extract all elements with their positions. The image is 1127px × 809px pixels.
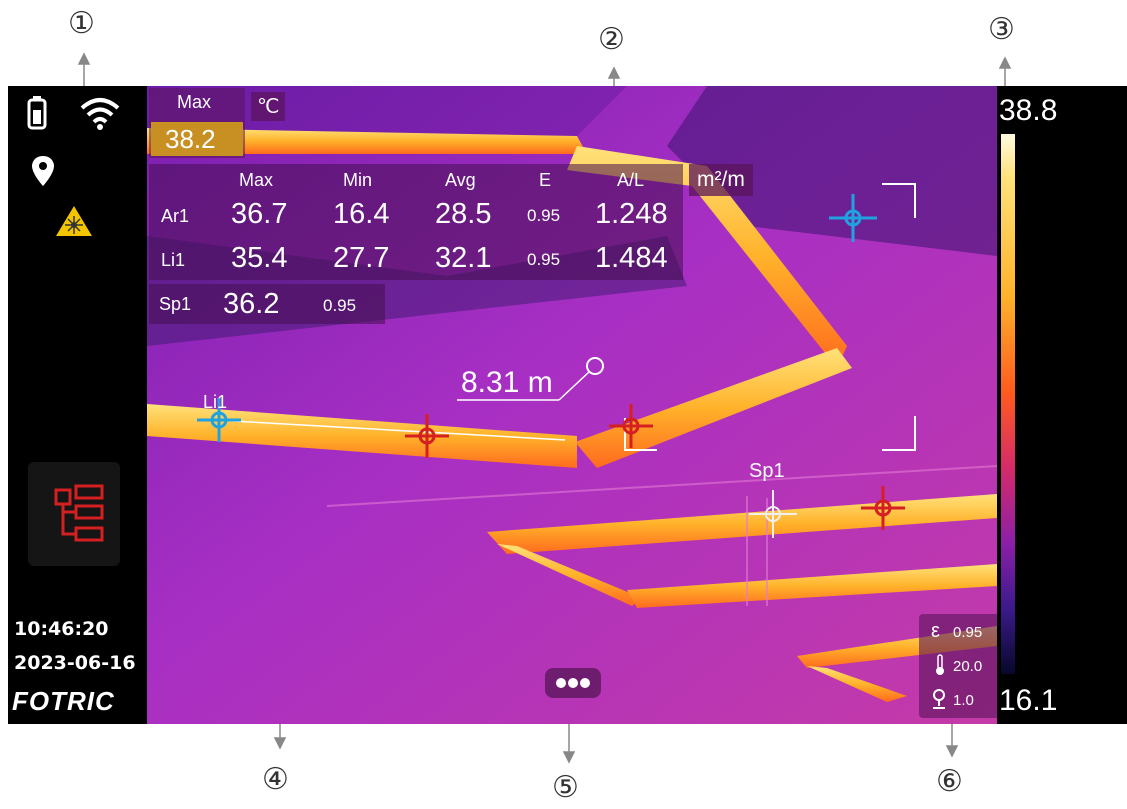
clock-date: 2023-06-16 <box>14 652 136 674</box>
scale-min-value: 16.1 <box>999 684 1058 717</box>
header-min: Min <box>343 170 373 190</box>
row-max: 35.4 <box>231 242 288 274</box>
callout-2: ② <box>598 22 625 57</box>
header-avg: Avg <box>445 170 476 190</box>
max-readout-value: 38.2 <box>151 122 243 156</box>
distance-value: 1.0 <box>953 692 974 709</box>
params-panel[interactable]: ε 0.95 20.0 1.0 <box>919 614 997 718</box>
measurement-table-panel <box>149 164 683 280</box>
spot-marker-sp1[interactable] <box>749 490 797 538</box>
cold-marker-area <box>829 194 877 242</box>
more-dots-icon <box>556 678 590 688</box>
palette-gradient <box>1001 134 1015 674</box>
spot-name: Sp1 <box>159 294 192 314</box>
location-icon <box>32 156 54 186</box>
row-al: 1.484 <box>595 242 668 274</box>
temp-unit-label: ℃ <box>251 92 286 121</box>
row-max: 36.7 <box>231 198 288 230</box>
measurement-tree-icon <box>54 484 104 542</box>
row-avg: 32.1 <box>435 242 492 274</box>
camera-screen: 10:46:20 2023-06-16 FOTRIC <box>8 86 1127 724</box>
left-sidebar: 10:46:20 2023-06-16 FOTRIC <box>8 86 147 724</box>
laser-warning-icon <box>56 206 92 236</box>
row-e: 0.95 <box>527 206 561 225</box>
wifi-icon <box>80 98 120 130</box>
callout-6: ⑥ <box>936 764 963 799</box>
measurement-tree-button[interactable] <box>28 462 120 566</box>
table-unit-label: m²/m <box>689 164 753 196</box>
hot-marker-line <box>405 414 449 458</box>
row-min: 27.7 <box>333 242 390 274</box>
thermometer-icon <box>936 654 944 675</box>
callout-3: ③ <box>988 12 1015 47</box>
emissivity-icon: ε <box>931 620 940 642</box>
cold-marker-line <box>197 398 241 442</box>
distance-readout: 8.31 m <box>461 366 553 399</box>
hot-marker-global <box>861 486 905 530</box>
line-label-li1: Li1 <box>203 392 228 412</box>
more-button[interactable] <box>545 668 601 698</box>
spot-label-sp1: Sp1 <box>749 460 785 482</box>
row-e: 0.95 <box>527 250 561 269</box>
spot-row-panel <box>149 284 385 324</box>
spot-value: 36.2 <box>223 288 280 320</box>
header-max: Max <box>239 170 274 190</box>
header-e: E <box>539 170 552 190</box>
row-al: 1.248 <box>595 198 668 230</box>
emissivity-value: 0.95 <box>953 624 983 641</box>
row-name: Li1 <box>161 250 186 270</box>
header-al: A/L <box>617 170 645 190</box>
distance-pin-icon <box>933 689 945 709</box>
scale-max-value: 38.8 <box>999 94 1058 127</box>
measure-line-li1[interactable] <box>214 419 566 441</box>
row-min: 16.4 <box>333 198 390 230</box>
battery-icon <box>27 96 47 130</box>
color-scale-bar: 38.8 16.1 <box>997 86 1127 724</box>
callout-5: ⑤ <box>552 770 579 805</box>
callout-4: ④ <box>262 762 289 797</box>
thermal-image[interactable]: Max 38.2 ℃ m²/m Max Min Avg E A/L Ar1 36… <box>147 86 997 724</box>
spot-e: 0.95 <box>323 296 357 315</box>
callout-1: ① <box>68 6 95 41</box>
row-name: Ar1 <box>161 206 190 226</box>
reflected-temp-value: 20.0 <box>953 658 983 675</box>
clock-time: 10:46:20 <box>14 618 109 640</box>
row-avg: 28.5 <box>435 198 492 230</box>
max-readout-label: Max <box>177 92 212 112</box>
brand-logo: FOTRIC <box>12 686 115 716</box>
hot-marker-area <box>609 404 653 448</box>
